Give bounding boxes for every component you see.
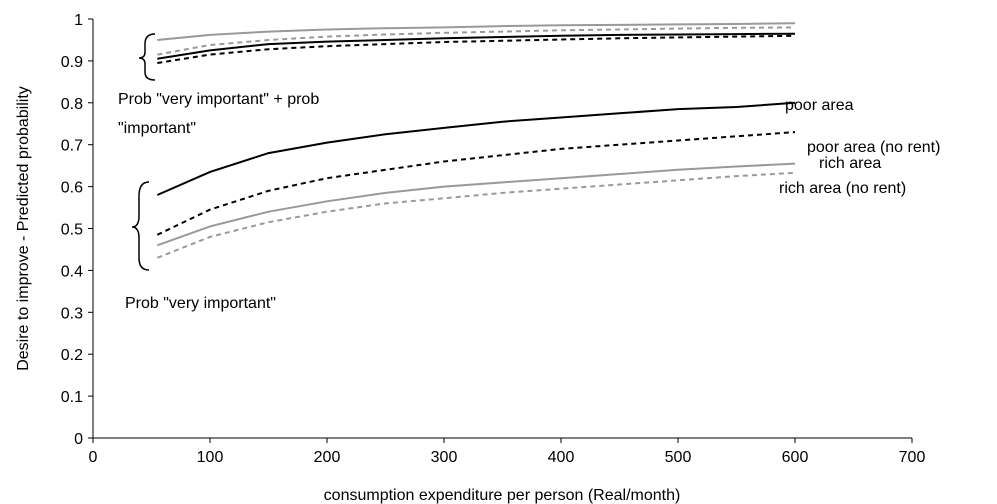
x-tick-label: 500 xyxy=(665,449,692,466)
y-tick-label: 0.1 xyxy=(61,389,83,406)
y-tick-label: 0.7 xyxy=(61,138,83,155)
x-tick-label: 400 xyxy=(548,449,575,466)
top-brace xyxy=(138,33,156,81)
x-tick-label: 700 xyxy=(899,449,926,466)
x-tick-label: 100 xyxy=(197,449,224,466)
series-line-1 xyxy=(156,131,796,236)
x-tick-label: 600 xyxy=(782,449,809,466)
series-line-0 xyxy=(156,101,796,196)
series-label: poor area xyxy=(785,97,854,114)
series-line-4 xyxy=(157,22,796,41)
annotation-top-line2: "important" xyxy=(118,120,196,137)
series-lines xyxy=(156,22,796,259)
annotation-top-line1: Prob "very important" + prob xyxy=(118,91,319,108)
y-axis-title: Desire to improve - Predicted probabilit… xyxy=(15,86,32,371)
series-line-5 xyxy=(157,26,796,56)
y-tick-label: 0.3 xyxy=(61,305,83,322)
series-label: rich area (no rent) xyxy=(779,180,906,197)
chart-axes: 0 0.1 0.2 0.3 0.4 0.5 0.6 0.7 0.8 0.9 1 0 100 200 300 4… xyxy=(15,12,925,504)
x-axis-title: consumption expenditure per person (Real… xyxy=(324,487,681,504)
series-line-6 xyxy=(157,32,796,60)
y-tick-label: 0.5 xyxy=(61,222,83,239)
y-tick-label: 0.9 xyxy=(61,54,83,71)
chart-labels: poor area poor area (no rent)rich area ric… xyxy=(118,33,940,312)
x-tick-label: 300 xyxy=(431,449,458,466)
bottom-brace xyxy=(131,181,150,271)
x-tick-label: 0 xyxy=(89,449,98,466)
x-tick-label: 200 xyxy=(314,449,341,466)
series-label: rich area xyxy=(819,155,881,172)
series-line-7 xyxy=(157,34,796,64)
y-tick-label: 0.2 xyxy=(61,347,83,364)
series-label: poor area (no rent) xyxy=(807,139,940,156)
annotation-bottom: Prob "very important" xyxy=(125,295,276,312)
y-tick-label: 0.6 xyxy=(61,180,83,197)
y-tick-label: 0.4 xyxy=(61,263,83,280)
series-line-2 xyxy=(156,162,796,247)
y-tick-label: 0.8 xyxy=(61,96,83,113)
y-tick-label: 1 xyxy=(74,12,83,29)
y-tick-label: 0 xyxy=(74,431,83,448)
